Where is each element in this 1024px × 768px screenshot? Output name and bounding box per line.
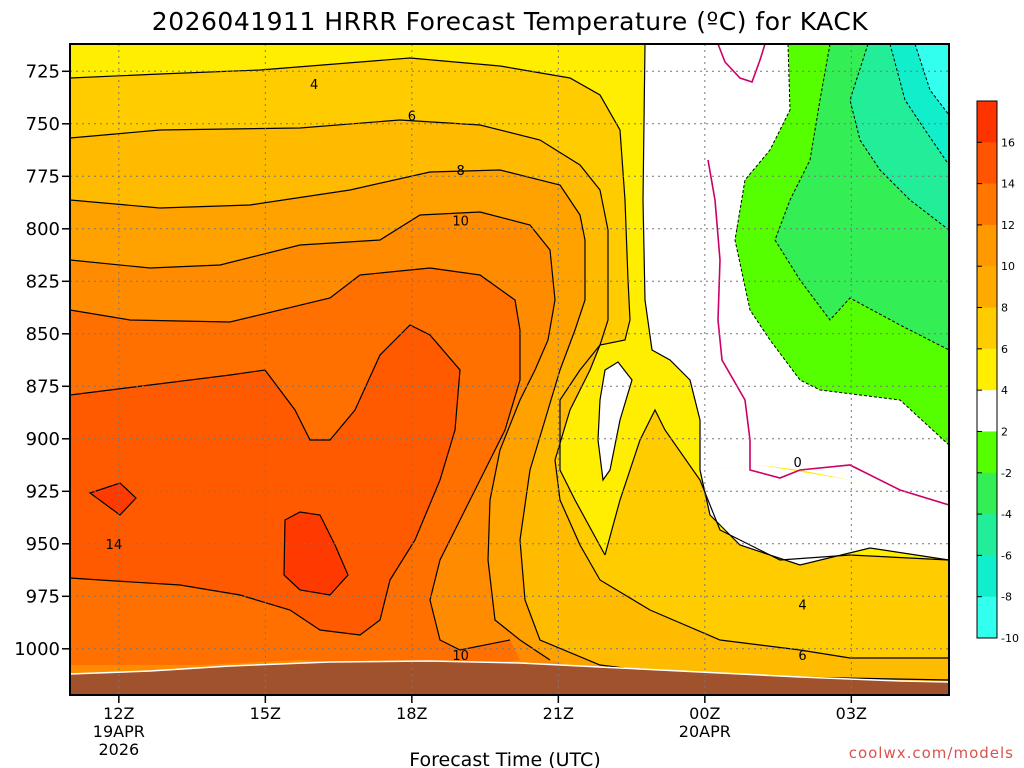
colorbar-swatch [977, 596, 997, 639]
colorbar-label: -8 [1001, 591, 1012, 604]
y-tick-label: 825 [26, 271, 60, 292]
contour-label: 4 [310, 78, 318, 93]
band-16-18 [284, 512, 348, 595]
colorbar-label: -4 [1001, 508, 1012, 521]
colorbar-label: 10 [1001, 260, 1015, 273]
y-tick-label: 800 [26, 219, 60, 240]
grid-lines [70, 44, 949, 695]
x-axis-title: Forecast Time (UTC) [409, 749, 600, 768]
contour-label: 0 [793, 456, 801, 471]
chart-title: 2026041911 HRRR Forecast Temperature (ºC… [152, 7, 868, 36]
band-14-16 [70, 325, 460, 635]
colorbar-swatch [977, 348, 997, 391]
colorbar-swatch [977, 514, 997, 556]
y-tick-label: 925 [26, 481, 60, 502]
colorbar-swatch [977, 472, 997, 515]
contour-lines [70, 44, 949, 681]
ground-surface-line [69, 660, 950, 683]
y-tick-label: 725 [26, 61, 60, 82]
colorbar-swatch [977, 224, 997, 267]
y-tick-label: 975 [26, 586, 60, 607]
colorbar-swatch [977, 142, 997, 185]
temperature-fill-regions [70, 44, 949, 695]
y-tick-label: 950 [26, 534, 60, 555]
ground-terrain [70, 661, 949, 695]
colorbar-label: 16 [1001, 136, 1015, 149]
colorbar-label: 8 [1001, 302, 1008, 315]
colorbar-swatch [977, 307, 997, 350]
x-tick-label: 19APR [93, 722, 145, 741]
colorbar-label: 2 [1001, 425, 1008, 438]
colorbar-label: -6 [1001, 549, 1012, 562]
contour-label: 14 [106, 538, 123, 553]
freezing-line [707, 44, 949, 506]
y-axis: 725 750 775 800 825 850 875 900 925 950 975 1000 [14, 61, 70, 660]
band-neg-0-2-lower [700, 465, 949, 565]
x-tick-label: 20APR [679, 722, 731, 741]
colorbar-swatch [977, 431, 997, 474]
contour-labels: 4 6 8 10 14 10 0 4 6 [106, 78, 807, 664]
contour-label: 10 [452, 649, 469, 664]
colorbar-frame [976, 100, 998, 639]
colorbar-label: 4 [1001, 384, 1008, 397]
colorbar-swatch [977, 101, 997, 143]
band-below-neg10 [915, 44, 949, 115]
colorbar-swatch [977, 555, 997, 598]
contour-label: 6 [798, 649, 806, 664]
colorbar-label: -10 [1001, 632, 1019, 645]
plot-frame [69, 43, 950, 696]
y-tick-label: 900 [26, 429, 60, 450]
x-tick-label: 21Z [543, 704, 574, 723]
y-tick-label: 775 [26, 166, 60, 187]
credit-text: coolwx.com/models [849, 744, 1014, 762]
negative-contours [734, 44, 949, 446]
band-0-2-pocket [598, 362, 632, 480]
colorbar-swatch [977, 390, 997, 432]
x-tick-label: 15Z [250, 704, 281, 723]
colorbar: 16 14 12 10 8 6 4 2 -2 -4 -6 -8 -10 [976, 100, 1019, 645]
y-tick-label: 875 [26, 376, 60, 397]
colorbar-label: 14 [1001, 178, 1015, 191]
y-tick-label: 750 [26, 114, 60, 135]
x-tick-label: 03Z [836, 704, 867, 723]
x-tick-label: 2026 [98, 740, 139, 759]
contour-label: 4 [798, 599, 806, 614]
colorbar-label: 12 [1001, 219, 1015, 232]
colorbar-label: -2 [1001, 467, 1012, 480]
x-tick-label: 12Z [103, 704, 134, 723]
y-tick-label: 850 [26, 324, 60, 345]
contour-label: 6 [408, 109, 416, 124]
x-tick-label: 00Z [689, 704, 720, 723]
colorbar-swatch [977, 183, 997, 226]
contour-label: 8 [457, 164, 465, 179]
contour-label: 10 [452, 214, 469, 229]
colorbar-label: 6 [1001, 343, 1008, 356]
y-tick-label: 1000 [14, 639, 60, 660]
colorbar-swatch [977, 266, 997, 309]
x-tick-label: 18Z [396, 704, 427, 723]
